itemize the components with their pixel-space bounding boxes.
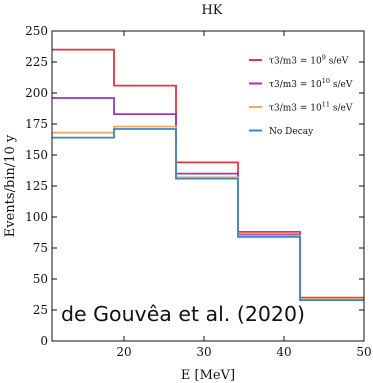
legend-label-2: τ3/m3 = 1011 s/eV — [269, 101, 353, 114]
series-1-line — [52, 97, 364, 300]
y-tick-label: 150 — [25, 148, 48, 162]
series-2-line — [52, 125, 364, 300]
y-tick-label: 125 — [25, 179, 48, 193]
plot-frame — [51, 30, 365, 342]
chart-title: HK — [201, 3, 222, 18]
y-tick-label: 100 — [25, 210, 48, 224]
watermark-annotation: de Gouvêa et al. (2020) — [61, 302, 305, 326]
x-tick-label: 50 — [356, 345, 371, 359]
y-tick-label: 225 — [25, 55, 48, 69]
x-tick-label: 40 — [276, 345, 291, 359]
x-tick-label: 30 — [196, 345, 211, 359]
y-axis-label: Events/bin/10 y — [3, 134, 18, 237]
y-tick-label: 200 — [25, 86, 48, 100]
y-tick-label: 50 — [33, 272, 48, 286]
y-tick-label: 250 — [25, 24, 48, 38]
legend-label-0: τ3/m3 = 109 s/eV — [269, 54, 349, 67]
series-3-line — [52, 128, 364, 301]
legend-label-3: No Decay — [269, 127, 314, 137]
y-tick-label: 175 — [25, 117, 48, 131]
plot-area — [52, 48, 364, 301]
y-tick-label: 0 — [40, 334, 48, 348]
x-axis-label: E [MeV] — [181, 368, 235, 383]
legend-label-1: τ3/m3 = 1010 s/eV — [269, 77, 353, 90]
x-tick-label: 20 — [116, 345, 131, 359]
y-tick-label: 75 — [33, 241, 48, 255]
y-tick-label: 25 — [33, 303, 48, 317]
axis-ticks: 0 25 50 75 100 125 150 175 200 225 250 20 30 40 50 — [25, 24, 372, 359]
legend: τ3/m3 = 109 s/eV τ3/m3 = 1010 s/eV τ3/m3 =… — [249, 54, 353, 137]
